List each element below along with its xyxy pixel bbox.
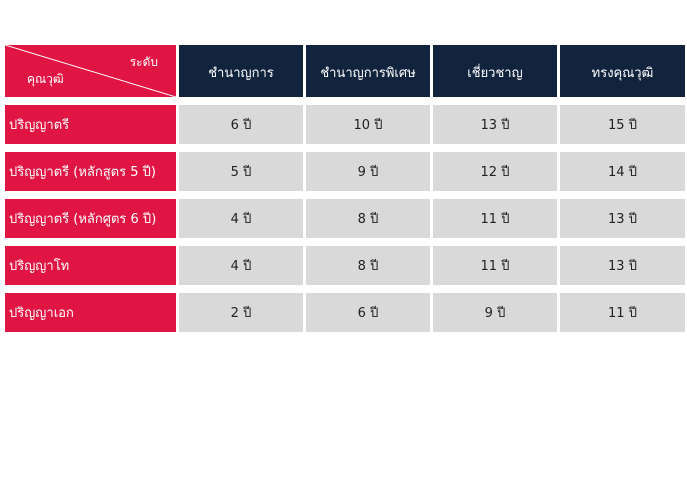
table-cell: 12 ปี xyxy=(433,152,557,191)
row-label: ปริญญาตรี (หลักสูตร 5 ปี) xyxy=(5,152,176,191)
table-cell: 14 ปี xyxy=(560,152,685,191)
column-header-2: ชำนาญการพิเศษ xyxy=(306,45,430,97)
column-header-1: ชำนาญการ xyxy=(179,45,303,97)
table-cell: 13 ปี xyxy=(433,105,557,144)
table-cell: 13 ปี xyxy=(560,246,685,285)
table-cell: 9 ปี xyxy=(433,293,557,332)
column-header-3: เชี่ยวชาญ xyxy=(433,45,557,97)
column-header-4: ทรงคุณวุฒิ xyxy=(560,45,685,97)
row-label: ปริญญาตรี xyxy=(5,105,176,144)
table-cell: 8 ปี xyxy=(306,199,430,238)
table-cell: 10 ปี xyxy=(306,105,430,144)
row-label: ปริญญาโท xyxy=(5,246,176,285)
table-cell: 5 ปี xyxy=(179,152,303,191)
table-cell: 4 ปี xyxy=(179,246,303,285)
table-cell: 4 ปี xyxy=(179,199,303,238)
table-cell: 11 ปี xyxy=(433,246,557,285)
table-cell: 11 ปี xyxy=(560,293,685,332)
row-label: ปริญญาตรี (หลักศูตร 6 ปี) xyxy=(5,199,176,238)
table-cell: 6 ปี xyxy=(306,293,430,332)
diagonal-divider xyxy=(5,45,176,97)
level-label: ระดับ xyxy=(129,55,158,69)
row-label: ปริญญาเอก xyxy=(5,293,176,332)
table-cell: 2 ปี xyxy=(179,293,303,332)
table-cell: 8 ปี xyxy=(306,246,430,285)
table-cell: 15 ปี xyxy=(560,105,685,144)
table-cell: 13 ปี xyxy=(560,199,685,238)
corner-header-cell: ระดับ คุณวุฒิ xyxy=(5,45,176,97)
qualification-table: ระดับ คุณวุฒิ ชำนาญการ ชำนาญการพิเศษ เชี… xyxy=(5,45,685,332)
table-cell: 11 ปี xyxy=(433,199,557,238)
qualification-label: คุณวุฒิ xyxy=(27,72,64,86)
table-cell: 6 ปี xyxy=(179,105,303,144)
table-cell: 9 ปี xyxy=(306,152,430,191)
